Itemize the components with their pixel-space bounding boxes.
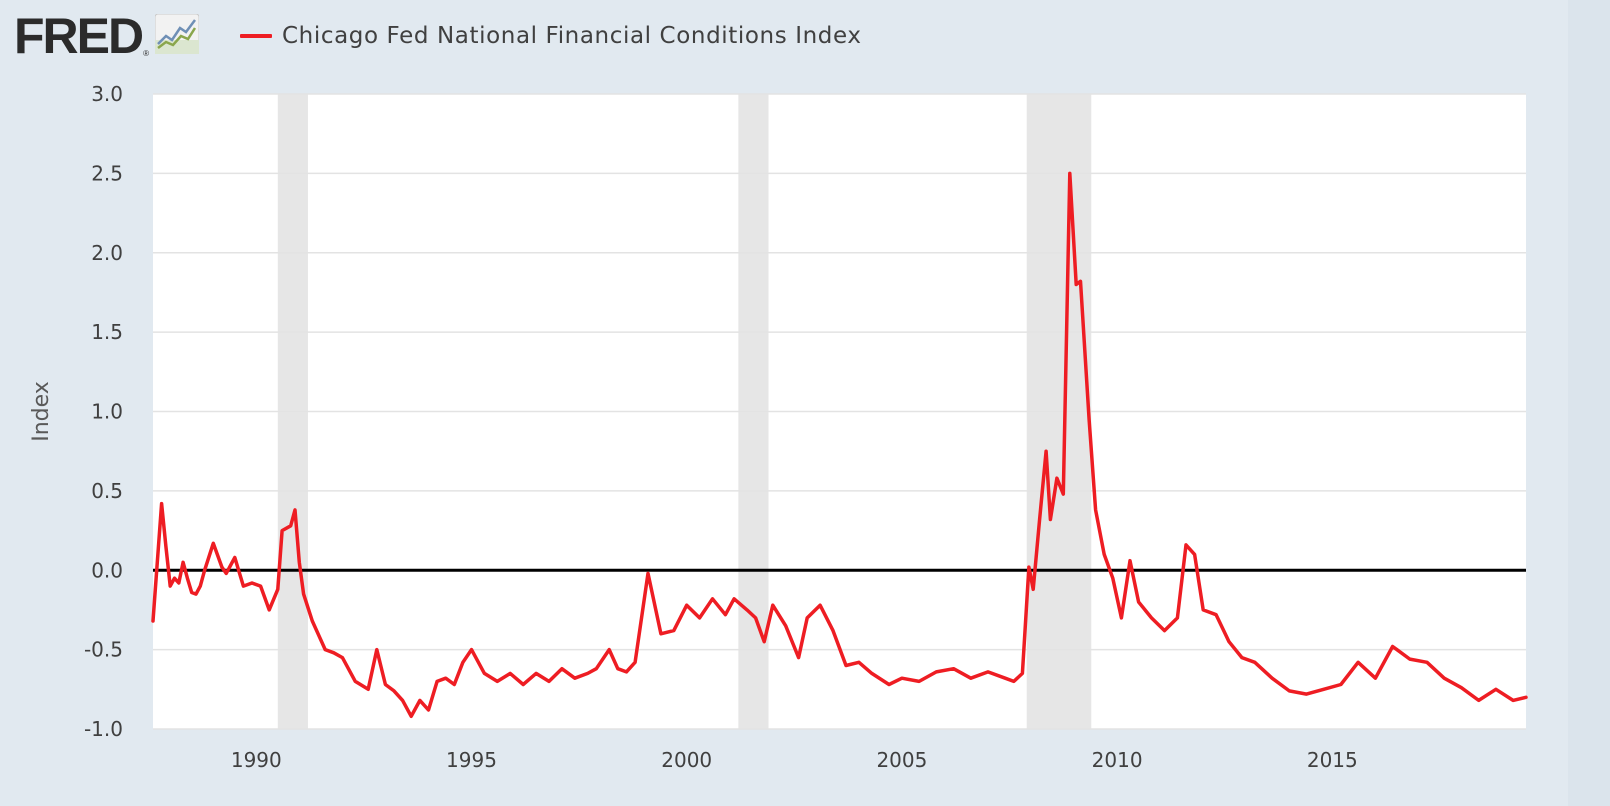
x-tick-label: 2005 [876,748,927,772]
y-axis-title: Index [29,381,54,442]
right-scroll-strip [1568,0,1610,806]
y-tick-label: 2.0 [91,241,123,265]
x-tick-label: 2010 [1092,748,1143,772]
legend-swatch [240,34,272,38]
y-tick-label: 1.5 [91,320,123,344]
series-line [151,171,1528,719]
line-chart-icon [154,13,200,59]
y-tick-label: 2.5 [91,161,123,185]
y-tick-label: -1.0 [84,717,123,741]
y-tick-label: 1.0 [91,400,123,424]
y-tick-label: 0.0 [91,558,123,582]
x-tick-label: 2015 [1307,748,1358,772]
x-tick-label: 1995 [446,748,497,772]
y-tick-label: -0.5 [84,638,123,662]
legend-label: Chicago Fed National Financial Condition… [282,23,862,49]
x-tick-label: 1990 [231,748,282,772]
registered-mark: ® [143,48,150,58]
y-tick-label: 0.5 [91,479,123,503]
y-tick-label: 3.0 [91,82,123,106]
fred-wordmark: FRED [14,8,144,64]
legend: Chicago Fed National Financial Condition… [240,20,862,52]
x-tick-label: 2000 [661,748,712,772]
chart-svg: 3.0 2.5 2.0 1.5 1.0 0.5 0.0 -0.5 -1.0 1990 1995 200… [29,82,1528,772]
fred-logo[interactable]: FRED ® [14,8,200,64]
